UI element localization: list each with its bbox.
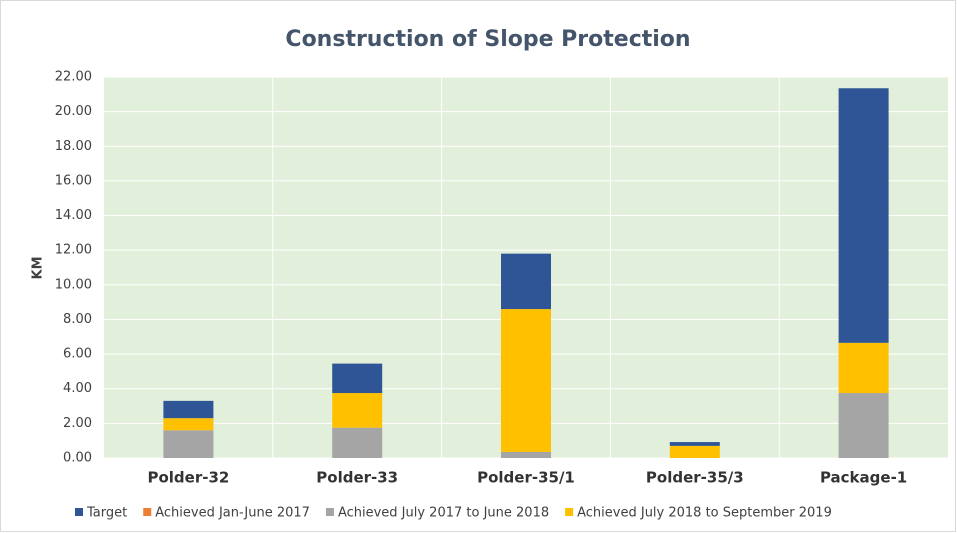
bar-segment <box>163 400 214 419</box>
bar-segment <box>501 309 551 452</box>
x-tick-label: Package-1 <box>820 469 907 487</box>
legend-label: Achieved Jan-June 2017 <box>155 506 310 521</box>
bar-segment <box>163 418 214 431</box>
y-tick-label: 10.00 <box>55 277 92 292</box>
legend-swatch <box>565 508 574 516</box>
x-tick-label: Polder-35/1 <box>477 469 575 487</box>
bar-segment <box>838 393 889 458</box>
x-tick-label: Polder-35/3 <box>646 469 744 487</box>
bar-segment <box>332 393 383 428</box>
chart-title: Construction of Slope Protection <box>285 27 690 52</box>
y-tick-label: 22.00 <box>55 70 92 85</box>
bar-segment <box>501 451 551 458</box>
y-tick-label: 16.00 <box>55 173 92 188</box>
bar-segment <box>838 88 889 343</box>
x-tick-label: Polder-33 <box>316 469 398 487</box>
y-tick-label: 4.00 <box>63 381 92 396</box>
legend-label: Target <box>86 506 127 521</box>
y-tick-label: 6.00 <box>63 347 92 362</box>
y-tick-label: 2.00 <box>63 416 92 431</box>
y-tick-label: 8.00 <box>63 312 92 327</box>
y-tick-label: 14.00 <box>55 208 92 223</box>
legend-label: Achieved July 2018 to September 2019 <box>577 506 832 521</box>
legend-swatch <box>143 508 152 516</box>
x-tick-label: Polder-32 <box>147 469 229 487</box>
y-axis-label: KM <box>31 256 46 279</box>
y-tick-label: 12.00 <box>55 243 92 258</box>
bar-segment <box>669 445 720 458</box>
y-tick-label: 20.00 <box>55 104 92 119</box>
legend-swatch <box>75 508 83 516</box>
bar-segment <box>838 342 889 394</box>
bar-segment <box>163 430 214 458</box>
bar-segment <box>332 363 383 394</box>
legend-label: Achieved July 2017 to June 2018 <box>338 506 549 521</box>
bar-segment <box>501 253 551 310</box>
bar-segment <box>669 442 720 446</box>
legend-swatch <box>325 508 334 516</box>
y-tick-label: 18.00 <box>55 139 92 154</box>
y-tick-label: 0.00 <box>63 451 92 466</box>
bar-segment <box>332 427 383 458</box>
